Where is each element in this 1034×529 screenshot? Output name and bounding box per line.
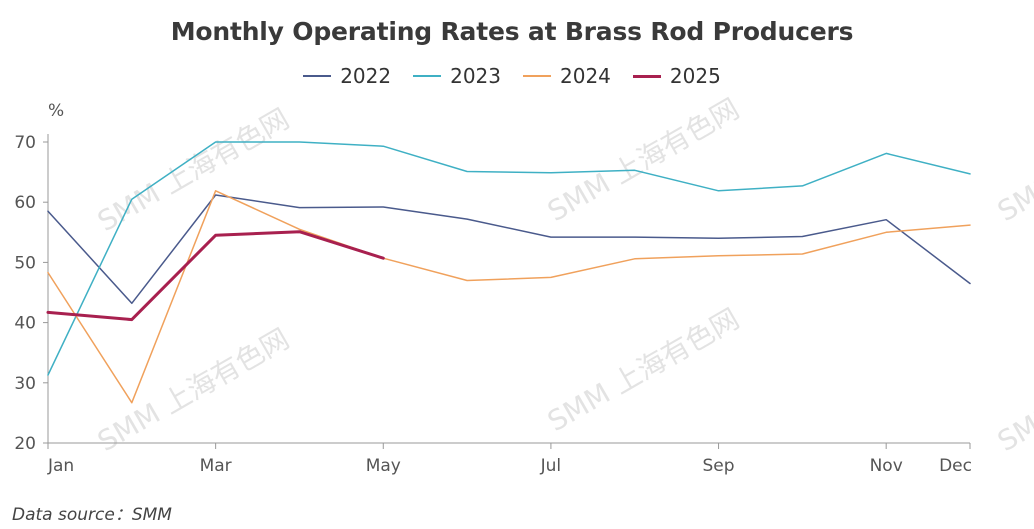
series-line-2022 [47, 194, 971, 305]
x-tick-label: Jul [540, 456, 562, 476]
legend-label: 2025 [669, 64, 721, 88]
watermark-text: SMM 上海有色网 [542, 302, 745, 438]
legend-label: 2023 [450, 64, 501, 88]
x-tick-label: Sep [703, 456, 735, 476]
chart-title: Monthly Operating Rates at Brass Rod Pro… [170, 17, 854, 46]
y-tick-label: 40 [14, 314, 36, 334]
legend-swatch [632, 74, 661, 78]
legend-swatch [523, 75, 551, 77]
y-tick-label: 60 [14, 193, 36, 213]
legend-item-2025: 2025 [632, 64, 721, 88]
y-axis-label: % [48, 101, 64, 121]
legend-swatch [413, 75, 442, 77]
x-tick-label: Nov [870, 456, 903, 476]
legend-label: 2024 [560, 64, 611, 88]
y-tick-label: 50 [14, 253, 36, 273]
series-line-2024 [47, 190, 971, 404]
x-tick-label: Jan [47, 456, 74, 476]
legend-swatch [303, 75, 332, 77]
legend-label: 2022 [340, 64, 392, 88]
watermark-text: SMM 上海有色网 [542, 92, 745, 228]
y-tick-label: 70 [14, 133, 36, 153]
watermark-text: SMM 上海有色网 [92, 322, 295, 458]
legend: 2022 2023 2024 2025 [0, 64, 1024, 88]
watermark-text: SMM 上海有色网 [992, 92, 1034, 228]
x-tick-label: Dec [939, 456, 972, 476]
y-tick-label: 30 [14, 374, 36, 394]
legend-item-2023: 2023 [413, 64, 501, 88]
legend-item-2022: 2022 [303, 64, 391, 88]
watermark-text: SMM 上海有色网 [992, 322, 1034, 458]
x-tick-label: Mar [200, 456, 232, 476]
legend-item-2024: 2024 [523, 64, 611, 88]
x-tick-label: May [366, 456, 401, 476]
series-line-2025 [46, 230, 385, 322]
data-source-note: Data source：SMM [12, 505, 172, 525]
y-tick-label: 20 [14, 434, 36, 454]
series-line-2023 [47, 141, 971, 376]
